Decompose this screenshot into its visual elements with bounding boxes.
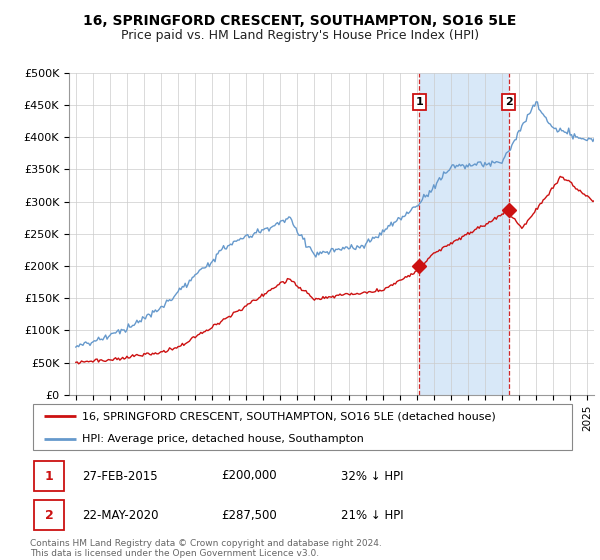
Text: Contains HM Land Registry data © Crown copyright and database right 2024.
This d: Contains HM Land Registry data © Crown c… bbox=[30, 539, 382, 558]
Text: 22-MAY-2020: 22-MAY-2020 bbox=[82, 508, 158, 522]
Text: HPI: Average price, detached house, Southampton: HPI: Average price, detached house, Sout… bbox=[82, 434, 364, 444]
Text: 27-FEB-2015: 27-FEB-2015 bbox=[82, 469, 157, 483]
Text: 16, SPRINGFORD CRESCENT, SOUTHAMPTON, SO16 5LE: 16, SPRINGFORD CRESCENT, SOUTHAMPTON, SO… bbox=[83, 14, 517, 28]
Text: £287,500: £287,500 bbox=[221, 508, 277, 522]
Text: 16, SPRINGFORD CRESCENT, SOUTHAMPTON, SO16 5LE (detached house): 16, SPRINGFORD CRESCENT, SOUTHAMPTON, SO… bbox=[82, 411, 496, 421]
Text: 1: 1 bbox=[415, 97, 423, 107]
FancyBboxPatch shape bbox=[34, 461, 64, 491]
Text: 32% ↓ HPI: 32% ↓ HPI bbox=[341, 469, 404, 483]
Text: 21% ↓ HPI: 21% ↓ HPI bbox=[341, 508, 404, 522]
Text: 1: 1 bbox=[45, 469, 54, 483]
Text: Price paid vs. HM Land Registry's House Price Index (HPI): Price paid vs. HM Land Registry's House … bbox=[121, 29, 479, 42]
FancyBboxPatch shape bbox=[33, 404, 572, 450]
FancyBboxPatch shape bbox=[34, 500, 64, 530]
Text: 2: 2 bbox=[505, 97, 512, 107]
Text: 2: 2 bbox=[45, 508, 54, 522]
Text: £200,000: £200,000 bbox=[221, 469, 277, 483]
